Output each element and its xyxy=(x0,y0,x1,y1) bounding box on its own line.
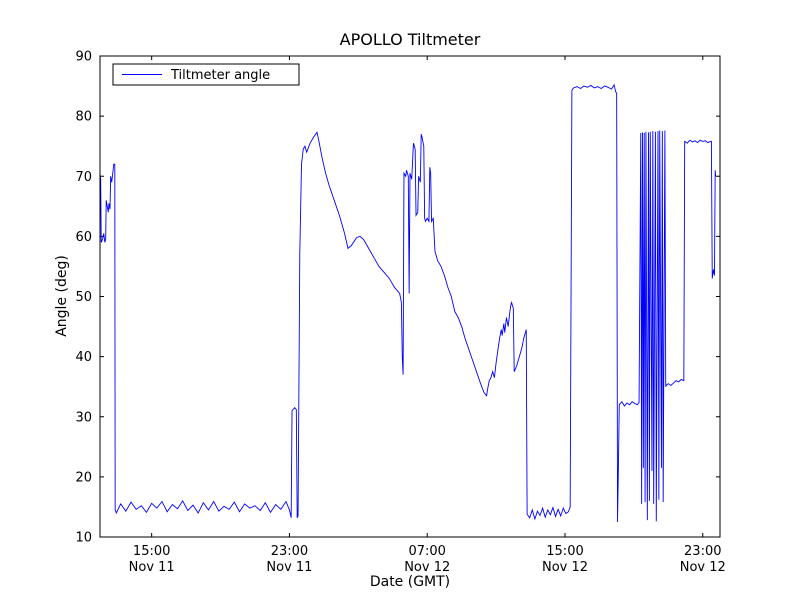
y-axis-label: Angle (deg) xyxy=(54,255,70,337)
chart-title: APOLLO Tiltmeter xyxy=(340,30,481,49)
x-tick-label-date: Nov 12 xyxy=(404,560,450,575)
y-tick-label: 60 xyxy=(75,230,92,245)
y-tick-label: 20 xyxy=(75,470,92,485)
y-tick-label: 40 xyxy=(75,350,92,365)
x-tick-label-time: 15:00 xyxy=(546,544,583,559)
x-tick-label-time: 23:00 xyxy=(684,544,721,559)
x-tick-label-date: Nov 11 xyxy=(129,560,175,575)
x-tick-label-time: 23:00 xyxy=(271,544,308,559)
y-tick-label: 30 xyxy=(75,410,92,425)
y-tick-label: 50 xyxy=(75,290,92,305)
x-tick-label-date: Nov 12 xyxy=(680,560,726,575)
x-axis-label: Date (GMT) xyxy=(370,574,450,590)
y-tick-label: 90 xyxy=(75,50,92,65)
x-tick-label-time: 07:00 xyxy=(408,544,445,559)
plot-area xyxy=(100,56,720,537)
x-tick-label-date: Nov 12 xyxy=(542,560,588,575)
axes-frame xyxy=(99,55,721,538)
x-tick-label-date: Nov 11 xyxy=(266,560,312,575)
y-tick-label: 70 xyxy=(75,170,92,185)
tiltmeter-angle-line xyxy=(99,83,717,522)
x-tick-label-time: 15:00 xyxy=(133,544,170,559)
legend-box xyxy=(112,63,300,86)
y-tick-label: 10 xyxy=(75,531,92,546)
legend: Tiltmeter angle xyxy=(112,63,300,86)
legend-label: Tiltmeter angle xyxy=(170,68,270,83)
y-tick-label: 80 xyxy=(75,110,92,125)
